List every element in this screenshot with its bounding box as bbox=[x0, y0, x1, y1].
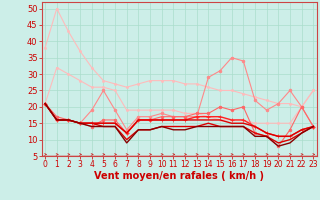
X-axis label: Vent moyen/en rafales ( km/h ): Vent moyen/en rafales ( km/h ) bbox=[94, 171, 264, 181]
